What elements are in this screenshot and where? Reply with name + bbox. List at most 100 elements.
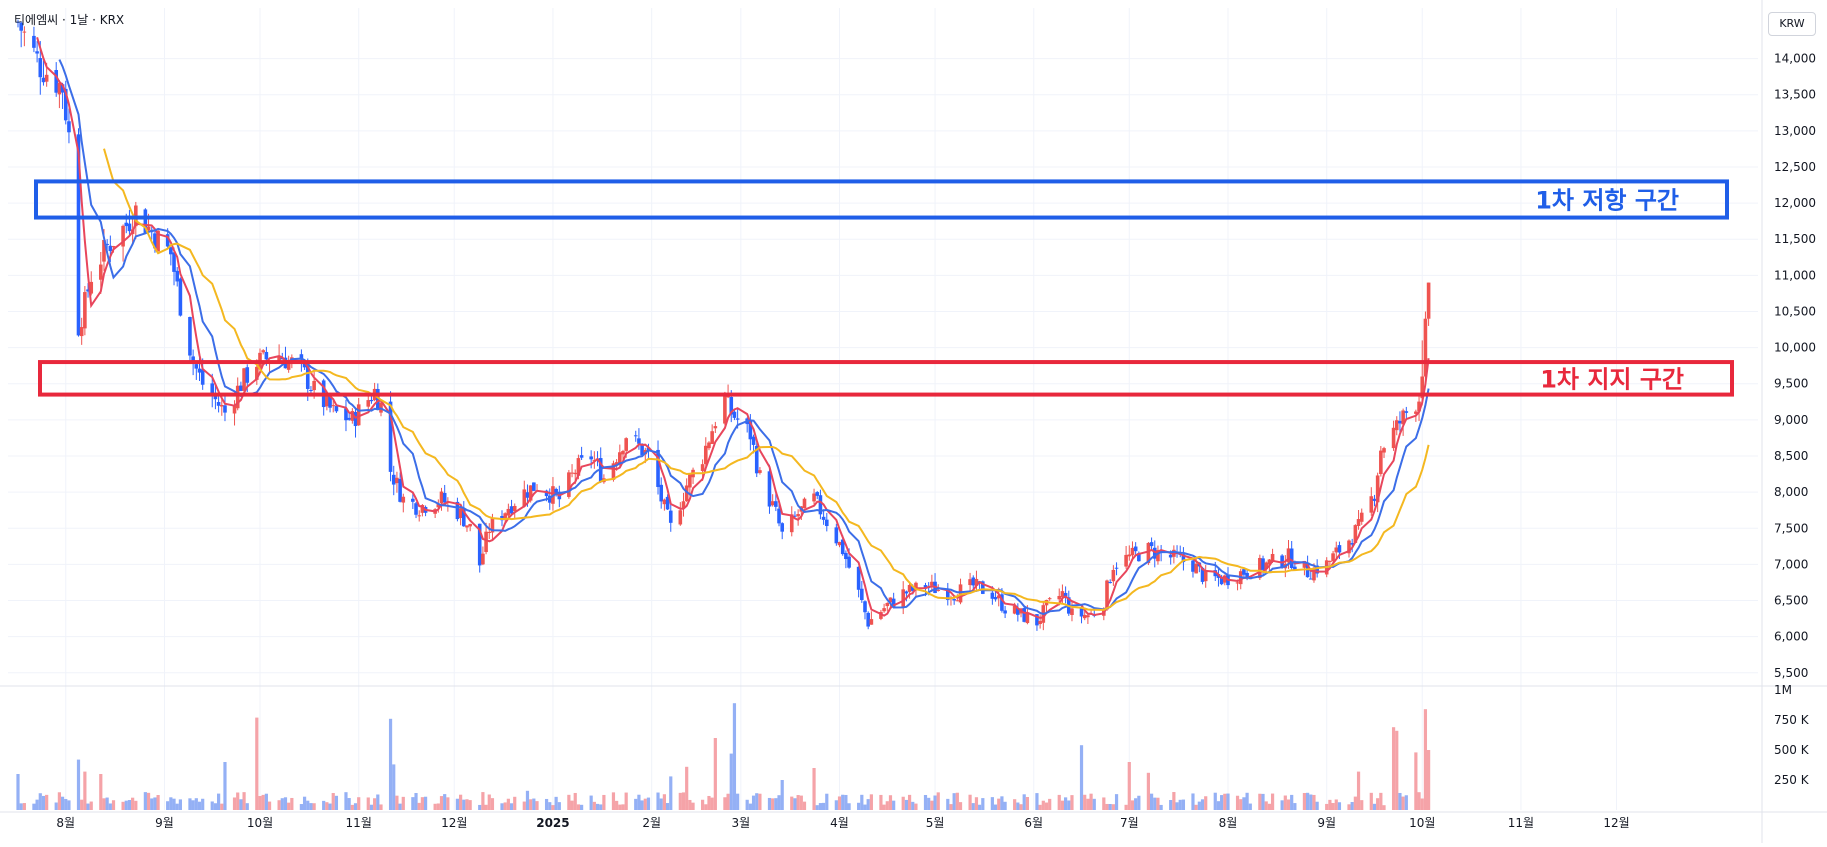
- candle-body: [194, 364, 199, 369]
- volume-bar: [443, 794, 447, 810]
- volume-bar: [344, 792, 348, 810]
- volume-bar: [914, 803, 918, 810]
- volume-bar: [1130, 800, 1135, 810]
- volume-bar: [707, 795, 711, 810]
- volume-bar: [121, 801, 125, 810]
- volume-bar: [108, 803, 112, 810]
- volume-bar: [1417, 792, 1421, 810]
- candle-body: [834, 527, 839, 544]
- candle-body: [856, 566, 861, 590]
- x-tick-label: 3월: [731, 816, 750, 830]
- candle-body: [210, 383, 215, 397]
- candle-body: [1137, 553, 1141, 562]
- volume-bar: [1245, 792, 1249, 810]
- candle-body: [936, 589, 941, 591]
- candle-body: [1057, 595, 1062, 600]
- volume-bar: [41, 795, 46, 810]
- candle-body: [844, 552, 848, 560]
- volume-bar: [1013, 799, 1017, 810]
- volume-bar: [455, 798, 460, 810]
- volume-bar: [662, 794, 666, 810]
- volume-bar: [643, 798, 647, 810]
- candle-body: [1404, 411, 1409, 413]
- volume-bar: [1331, 803, 1335, 810]
- candle-body: [971, 577, 976, 586]
- volume-bar: [771, 798, 775, 810]
- volume-bar: [1067, 800, 1071, 810]
- candle-body: [579, 455, 584, 458]
- candle-body: [388, 401, 393, 472]
- volume-bar: [1089, 793, 1093, 810]
- volume-bar: [1213, 792, 1217, 810]
- price-tick-label: 6,000: [1774, 630, 1808, 644]
- volume-bar: [936, 792, 940, 810]
- volume-bar: [1414, 752, 1418, 810]
- candle-body: [391, 474, 396, 485]
- candle-body: [990, 592, 995, 599]
- candle-body: [637, 438, 641, 444]
- x-tick-label: 10월: [247, 816, 273, 830]
- candle-body: [509, 506, 514, 514]
- candle-body: [1060, 591, 1065, 598]
- volume-bar: [841, 794, 845, 810]
- candle-body: [299, 354, 304, 360]
- candle-body: [54, 70, 59, 93]
- volume-bar: [459, 794, 463, 810]
- volume-bar: [570, 800, 574, 810]
- candle-body: [331, 405, 336, 407]
- volume-bar: [974, 797, 979, 810]
- candle-body: [955, 600, 960, 602]
- candle-body: [455, 501, 460, 520]
- volume-bar: [525, 790, 530, 810]
- volume-bar: [1315, 801, 1319, 810]
- volume-bar: [847, 803, 851, 810]
- candle-body: [1203, 570, 1208, 582]
- candle-body: [879, 611, 883, 619]
- volume-bar: [277, 800, 281, 810]
- volume-bar: [353, 803, 358, 810]
- volume-bar: [325, 802, 329, 810]
- volume-bar: [1379, 792, 1383, 810]
- candle-body: [1114, 567, 1119, 569]
- candle-body: [796, 514, 800, 517]
- volume-bar: [347, 798, 351, 810]
- candle-body: [1152, 547, 1157, 559]
- volume-bar: [723, 797, 727, 810]
- volume-bar: [812, 768, 816, 810]
- volume-bar: [685, 766, 689, 810]
- volume-bar: [1420, 798, 1424, 810]
- candle-body: [1245, 572, 1249, 577]
- candle-body: [487, 532, 492, 534]
- volume-bar: [478, 804, 482, 810]
- x-tick-label: 11월: [1508, 816, 1534, 830]
- candle-body: [417, 515, 422, 517]
- volume-bar: [802, 801, 807, 810]
- candle-body: [57, 82, 62, 95]
- volume-bar: [1286, 799, 1291, 810]
- volume-bar: [879, 794, 883, 810]
- candle-body: [153, 233, 157, 249]
- candle-body: [952, 599, 956, 601]
- candle-body: [1038, 620, 1042, 625]
- volume-bar: [1181, 799, 1186, 810]
- volume-bar: [710, 797, 714, 810]
- volume-bar: [1395, 730, 1399, 810]
- candle-body: [624, 438, 628, 451]
- volume-bar: [729, 753, 733, 810]
- volume-bar: [54, 802, 58, 810]
- candle-body: [325, 394, 329, 407]
- x-tick-label: 4월: [830, 816, 849, 830]
- candle-body: [44, 74, 49, 82]
- volume-bar: [1360, 800, 1364, 810]
- volume-bar: [793, 798, 797, 810]
- candle-body: [1334, 547, 1339, 553]
- volume-bar: [882, 804, 886, 810]
- volume-bars: [16, 703, 1431, 810]
- currency-badge[interactable]: KRW: [1768, 12, 1816, 36]
- zone-box: [34, 179, 1729, 220]
- candle-body: [67, 121, 71, 133]
- volume-bar: [1267, 803, 1271, 810]
- volume-bar: [1309, 794, 1313, 810]
- candle-body: [888, 597, 893, 603]
